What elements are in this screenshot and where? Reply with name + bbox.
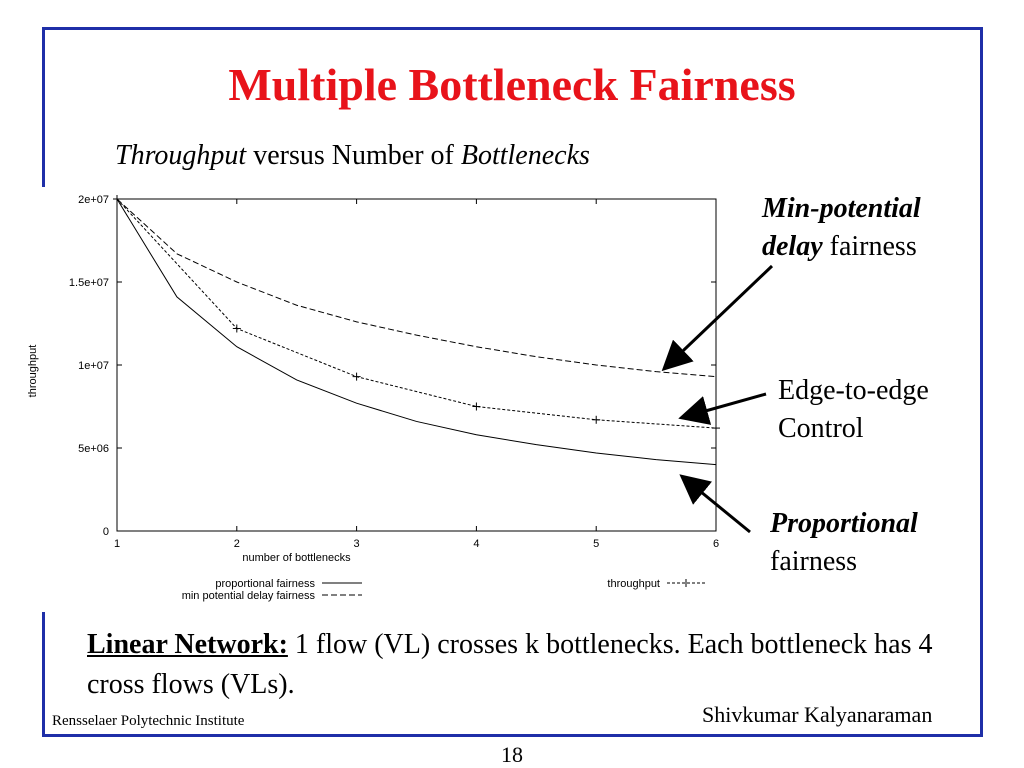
- x-tick-label: 1: [114, 538, 120, 550]
- subtitle-bottlenecks: Bottlenecks: [460, 140, 590, 171]
- x-axis-label: number of bottlenecks: [242, 552, 351, 564]
- ann-min-potential-text: Min-potential: [762, 193, 921, 224]
- frame-bottom-border: [42, 734, 983, 737]
- bottom-description: Linear Network: 1 flow (VL) crosses k bo…: [87, 625, 967, 705]
- ann-control-text: Control: [778, 413, 864, 444]
- ann-delay-text: delay: [762, 231, 823, 262]
- series-line-2: [116, 198, 717, 429]
- legend-label: min potential delay fairness: [182, 590, 316, 602]
- frame-right-border: [980, 27, 983, 737]
- annotation-proportional: Proportional fairness: [770, 505, 918, 581]
- arrow-edge-to-edge: [678, 392, 767, 425]
- legend-label: throughput: [607, 578, 660, 590]
- legend-label: proportional fairness: [215, 578, 315, 590]
- slide-title: Multiple Bottleneck Fairness: [228, 59, 796, 110]
- ann-proportional-text: Proportional: [770, 508, 918, 539]
- ann-edge-text: Edge-to-edge: [778, 375, 929, 406]
- y-tick-label: 2e+07: [78, 194, 109, 206]
- x-tick-label: 6: [713, 538, 719, 550]
- x-tick-label: 3: [354, 538, 360, 550]
- x-tick-label: 5: [593, 538, 599, 550]
- ann-prop-fairness-text: fairness: [770, 546, 858, 577]
- linear-network-label: Linear Network:: [87, 629, 288, 660]
- frame-top-border: [42, 27, 983, 30]
- y-tick-label: 1e+07: [78, 360, 109, 372]
- y-axis-label: throughput: [27, 345, 39, 398]
- x-tick-label: 2: [234, 538, 240, 550]
- linear-network-text: 1 flow (VL) crosses k bottlenecks. Each …: [87, 629, 933, 700]
- subtitle-versus: versus Number of: [246, 140, 461, 171]
- annotation-edge-to-edge: Edge-to-edge Control: [778, 372, 929, 448]
- arrow-proportional: [679, 474, 751, 534]
- slide-subtitle: Throughput versus Number of Bottlenecks: [115, 140, 590, 172]
- footer-author: Shivkumar Kalyanaraman: [702, 702, 933, 727]
- frame-left-border-upper: [42, 27, 45, 187]
- arrow-min-potential: [661, 264, 774, 372]
- footer-institution: Rensselaer Polytechnic Institute: [52, 713, 245, 729]
- y-tick-label: 5e+06: [78, 443, 109, 455]
- y-tick-label: 1.5e+07: [69, 277, 109, 289]
- page-number: 18: [501, 742, 523, 767]
- throughput-chart: 1 2 3 4 5 6 0 5e+06 1e+07 1.5e+07 2e+07 number of b…: [27, 194, 720, 602]
- series-line-1: [116, 198, 717, 378]
- y-tick-label: 0: [103, 526, 109, 538]
- x-tick-label: 4: [473, 538, 479, 550]
- annotation-min-potential: Min-potential delay fairness: [762, 190, 921, 266]
- series-line-0: [116, 198, 717, 466]
- subtitle-throughput: Throughput: [115, 140, 247, 171]
- frame-left-border-lower: [42, 612, 45, 737]
- ann-fairness-text: fairness: [822, 231, 917, 262]
